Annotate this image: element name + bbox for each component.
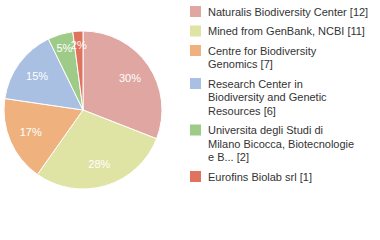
- legend-swatch: [190, 26, 201, 37]
- legend-swatch: [190, 78, 201, 89]
- legend-label: Research Center inBiodiversity and Genet…: [208, 78, 327, 117]
- data-label: 17%: [20, 126, 42, 138]
- data-labels: 30%28%17%15%5%2%: [20, 39, 141, 170]
- data-label: 15%: [26, 70, 48, 82]
- slices: [4, 31, 162, 189]
- legend-swatch: [190, 171, 201, 182]
- legend: Naturalis Biodiversity Center [12] Mined …: [190, 6, 368, 183]
- legend-label: Mined from GenBank, NCBI [11]: [208, 25, 365, 37]
- data-label: 28%: [88, 158, 110, 170]
- legend-label: Universita degli Studi diMilano Bicocca,…: [208, 124, 354, 163]
- legend-label: Centre for BiodiversityGenomics [7]: [208, 45, 317, 71]
- chart: 30%28%17%15%5%2%Naturalis Biodiversity C…: [0, 0, 380, 240]
- legend-label: Eurofins Biolab srl [1]: [208, 171, 312, 183]
- legend-swatch: [190, 45, 201, 56]
- legend-label: Naturalis Biodiversity Center [12]: [208, 6, 368, 18]
- legend-swatch: [190, 125, 201, 136]
- legend-swatch: [190, 6, 201, 17]
- slice: [4, 99, 83, 175]
- data-label: 30%: [119, 72, 141, 84]
- data-label: 2%: [71, 39, 87, 51]
